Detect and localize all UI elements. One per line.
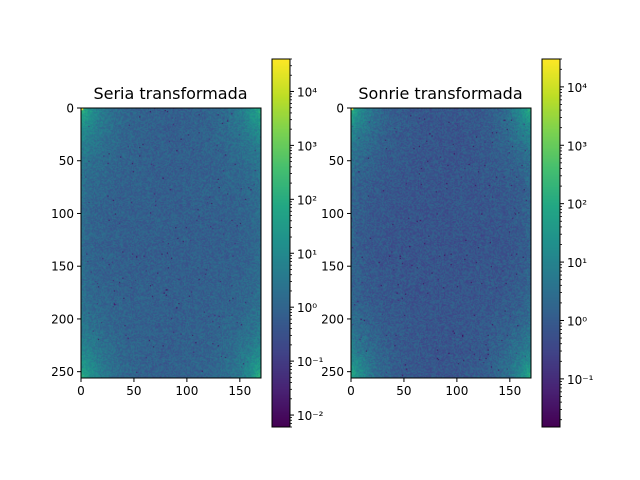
colorbar-tick-label: 10³ — [297, 139, 317, 153]
colorbar-tick-label: 10³ — [567, 139, 587, 153]
panel-1-y-ticks: 0 50 100 150 200 250 — [51, 102, 81, 379]
panel-2-axes-frame — [350, 107, 532, 379]
y-tick-label: 200 — [321, 312, 344, 326]
colorbar-tick-label: 10⁰ — [567, 314, 587, 328]
y-tick-label: 250 — [321, 365, 344, 379]
y-tick-label: 100 — [51, 207, 74, 221]
x-tick-label: 0 — [347, 384, 355, 398]
y-tick-label: 150 — [321, 260, 344, 274]
x-tick-label: 150 — [498, 384, 521, 398]
x-tick-label: 100 — [175, 384, 198, 398]
y-tick-label: 50 — [329, 154, 344, 168]
panel-2: Sonrie transformada 0 50 100 150 0 50 100 150 2… — [321, 58, 594, 428]
panel-1-heatmap — [81, 108, 261, 378]
panel-2-colorbar-ticks: 10⁻¹ 10⁰ 10¹ 10² 10³ 10⁴ — [560, 58, 594, 421]
panel-2-heatmap — [351, 108, 531, 378]
colorbar-tick-label: 10² — [297, 193, 317, 207]
colorbar-tick-label: 10⁰ — [297, 301, 317, 315]
colorbar-tick-label: 10⁴ — [297, 85, 317, 99]
colorbar-tick-label: 10⁻² — [297, 409, 324, 423]
x-tick-label: 100 — [445, 384, 468, 398]
colorbar-tick-label: 10⁻¹ — [567, 373, 594, 387]
panel-2-x-ticks: 0 50 100 150 — [347, 378, 521, 398]
y-tick-label: 150 — [51, 260, 74, 274]
colorbar-tick-label: 10⁴ — [567, 81, 587, 95]
panel-1-colorbar-ticks: 10⁻² 10⁻¹ 10⁰ 10¹ 10² 10³ 10⁴ — [290, 58, 324, 428]
colorbar-tick-label: 10¹ — [567, 256, 587, 270]
y-tick-label: 50 — [59, 154, 74, 168]
panel-2-y-ticks: 0 50 100 150 200 250 — [321, 102, 351, 379]
colorbar-tick-label: 10² — [567, 198, 587, 212]
panel-2-title: Sonrie transformada — [358, 84, 522, 103]
y-tick-label: 0 — [336, 102, 344, 116]
panel-2-heatmap-image — [351, 108, 531, 378]
panel-2-colorbar-frame — [541, 58, 561, 428]
x-tick-label: 0 — [77, 384, 85, 398]
panel-1-colorbar-gradient — [272, 59, 290, 427]
y-tick-label: 200 — [51, 312, 74, 326]
y-tick-label: 250 — [51, 365, 74, 379]
panel-1-x-ticks: 0 50 100 150 — [77, 378, 251, 398]
colorbar-tick-label: 10¹ — [297, 247, 317, 261]
panel-1-colorbar-frame — [271, 58, 291, 428]
panel-1-axes-frame — [80, 107, 262, 379]
panel-2-colorbar: 10⁻¹ 10⁰ 10¹ 10² 10³ 10⁴ — [541, 58, 594, 428]
panel-1-heatmap-image — [81, 108, 261, 378]
panel-1: Seria transformada 0 50 100 150 0 50 100 150 20… — [51, 58, 324, 428]
panel-2-colorbar-gradient — [542, 59, 560, 427]
panel-1-title: Seria transformada — [93, 84, 247, 103]
colorbar-tick-label: 10⁻¹ — [297, 355, 324, 369]
x-tick-label: 50 — [396, 384, 411, 398]
panel-1-colorbar: 10⁻² 10⁻¹ 10⁰ 10¹ 10² 10³ 10⁴ — [271, 58, 324, 428]
y-tick-label: 100 — [321, 207, 344, 221]
y-tick-label: 0 — [66, 102, 74, 116]
x-tick-label: 150 — [228, 384, 251, 398]
x-tick-label: 50 — [126, 384, 141, 398]
